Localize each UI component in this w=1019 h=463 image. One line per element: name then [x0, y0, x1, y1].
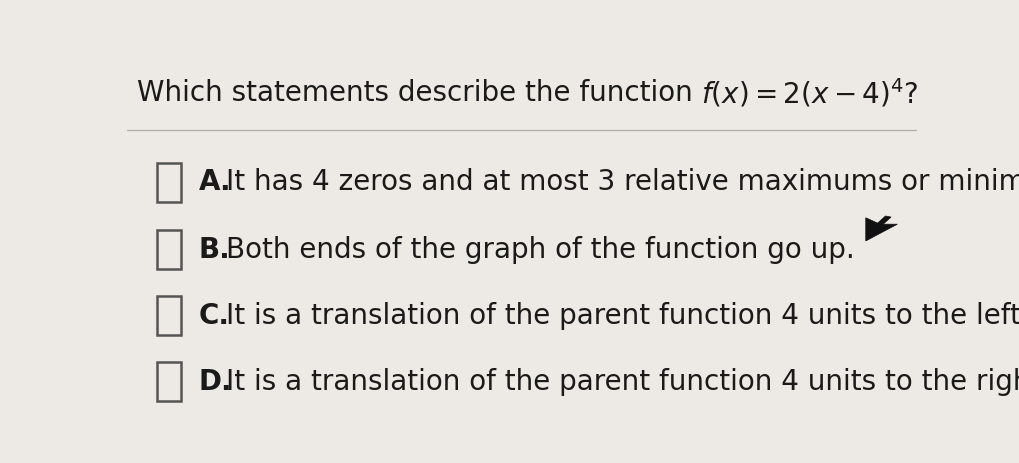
- Text: C.: C.: [199, 302, 229, 330]
- Bar: [157, 230, 181, 269]
- Text: Which statements describe the function: Which statements describe the function: [137, 79, 701, 107]
- Bar: [157, 296, 181, 335]
- Polygon shape: [866, 216, 898, 241]
- Text: $f(x) = 2(x - 4)^4$?: $f(x) = 2(x - 4)^4$?: [701, 76, 919, 109]
- Text: D.: D.: [199, 368, 232, 396]
- Text: It is a translation of the parent function 4 units to the left.: It is a translation of the parent functi…: [226, 302, 1019, 330]
- Text: Both ends of the graph of the function go up.: Both ends of the graph of the function g…: [226, 236, 855, 264]
- Bar: [157, 163, 181, 202]
- Text: It has 4 zeros and at most 3 relative maximums or minimums.: It has 4 zeros and at most 3 relative ma…: [226, 168, 1019, 196]
- Text: B.: B.: [199, 236, 230, 264]
- Text: It is a translation of the parent function 4 units to the right.: It is a translation of the parent functi…: [226, 368, 1019, 396]
- Bar: [157, 362, 181, 401]
- Text: A.: A.: [199, 168, 231, 196]
